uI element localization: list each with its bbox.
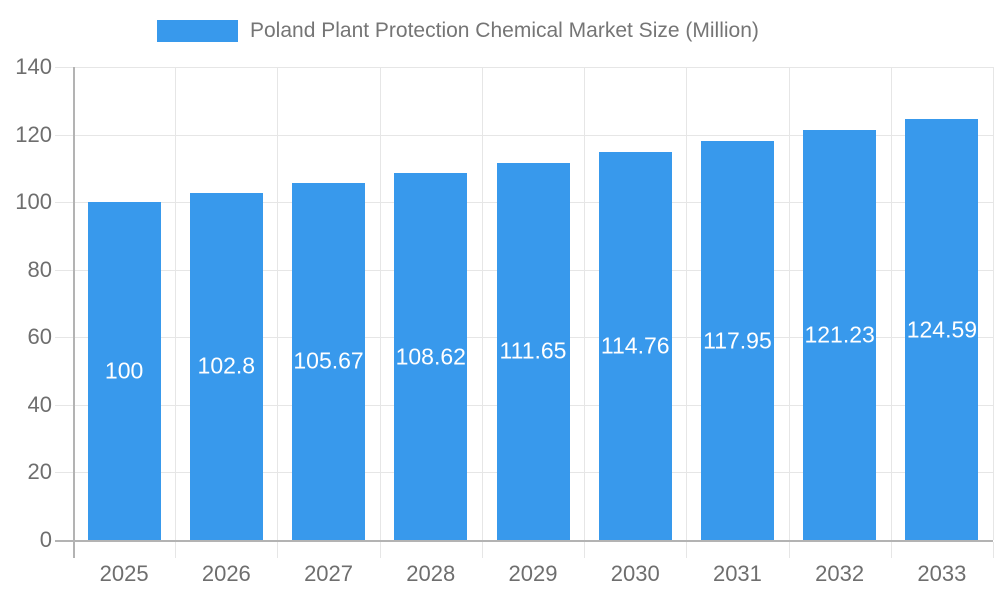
x-tick-label: 2027 — [304, 561, 354, 586]
h-gridline — [55, 134, 993, 136]
y-tick-label: 80 — [27, 256, 52, 282]
bar — [292, 182, 366, 540]
bar-value-label: 102.8 — [197, 352, 256, 379]
y-tick-label: 40 — [27, 391, 52, 417]
x-tick-label: 2030 — [610, 561, 660, 586]
v-gridline — [277, 67, 279, 540]
y-axis-line — [73, 67, 75, 558]
bar — [905, 119, 979, 540]
y-tick-label: 140 — [15, 54, 52, 79]
x-tick-label: 2028 — [406, 561, 456, 586]
bar — [803, 130, 877, 540]
v-gridline — [890, 67, 892, 540]
bar — [189, 192, 263, 540]
bar-value-label: 105.67 — [293, 347, 364, 374]
y-tick-label: 20 — [27, 459, 52, 485]
x-axis-tick — [993, 542, 994, 558]
v-gridline — [584, 67, 586, 540]
y-tick-label: 120 — [15, 121, 52, 147]
x-tick-label: 2031 — [712, 561, 762, 586]
x-axis-tick — [890, 542, 892, 558]
x-tick-label: 2032 — [815, 561, 865, 586]
bar-value-label: 100 — [104, 357, 144, 384]
chart-legend: Poland Plant Protection Chemical Market … — [157, 19, 759, 42]
y-tick-label: 100 — [15, 189, 52, 215]
bar — [700, 141, 774, 540]
x-tick-label: 2026 — [201, 561, 251, 586]
y-tick-label: 60 — [27, 324, 52, 350]
v-gridline — [175, 67, 177, 540]
x-axis-tick — [175, 542, 177, 558]
x-axis-tick — [584, 542, 586, 558]
x-tick-label: 2033 — [917, 561, 967, 586]
h-gridline — [55, 67, 993, 68]
bar — [87, 202, 161, 540]
bar — [598, 152, 672, 540]
x-axis-tick — [379, 542, 381, 558]
x-axis-tick — [686, 542, 688, 558]
legend-swatch-icon — [157, 20, 238, 42]
bar — [394, 173, 468, 540]
bar — [496, 162, 570, 540]
v-gridline — [379, 67, 381, 540]
bar-value-label: 117.95 — [703, 327, 772, 354]
legend-label: Poland Plant Protection Chemical Market … — [250, 19, 759, 42]
v-gridline — [481, 67, 483, 540]
v-gridline — [686, 67, 688, 540]
bar-value-label: 121.23 — [804, 321, 875, 348]
x-axis-line — [55, 540, 993, 542]
x-axis-tick — [481, 542, 483, 558]
x-tick-label: 2025 — [99, 561, 149, 586]
x-axis-tick — [788, 542, 790, 558]
x-tick-label: 2029 — [508, 561, 558, 586]
bar-value-label: 111.65 — [499, 337, 567, 364]
v-gridline — [788, 67, 790, 540]
x-axis-tick — [277, 542, 279, 558]
bar-value-label: 114.76 — [600, 332, 670, 359]
y-tick-label: 0 — [39, 527, 52, 552]
v-gridline — [993, 67, 994, 540]
bar-value-label: 124.59 — [906, 316, 978, 343]
bar-value-label: 108.62 — [395, 343, 466, 369]
